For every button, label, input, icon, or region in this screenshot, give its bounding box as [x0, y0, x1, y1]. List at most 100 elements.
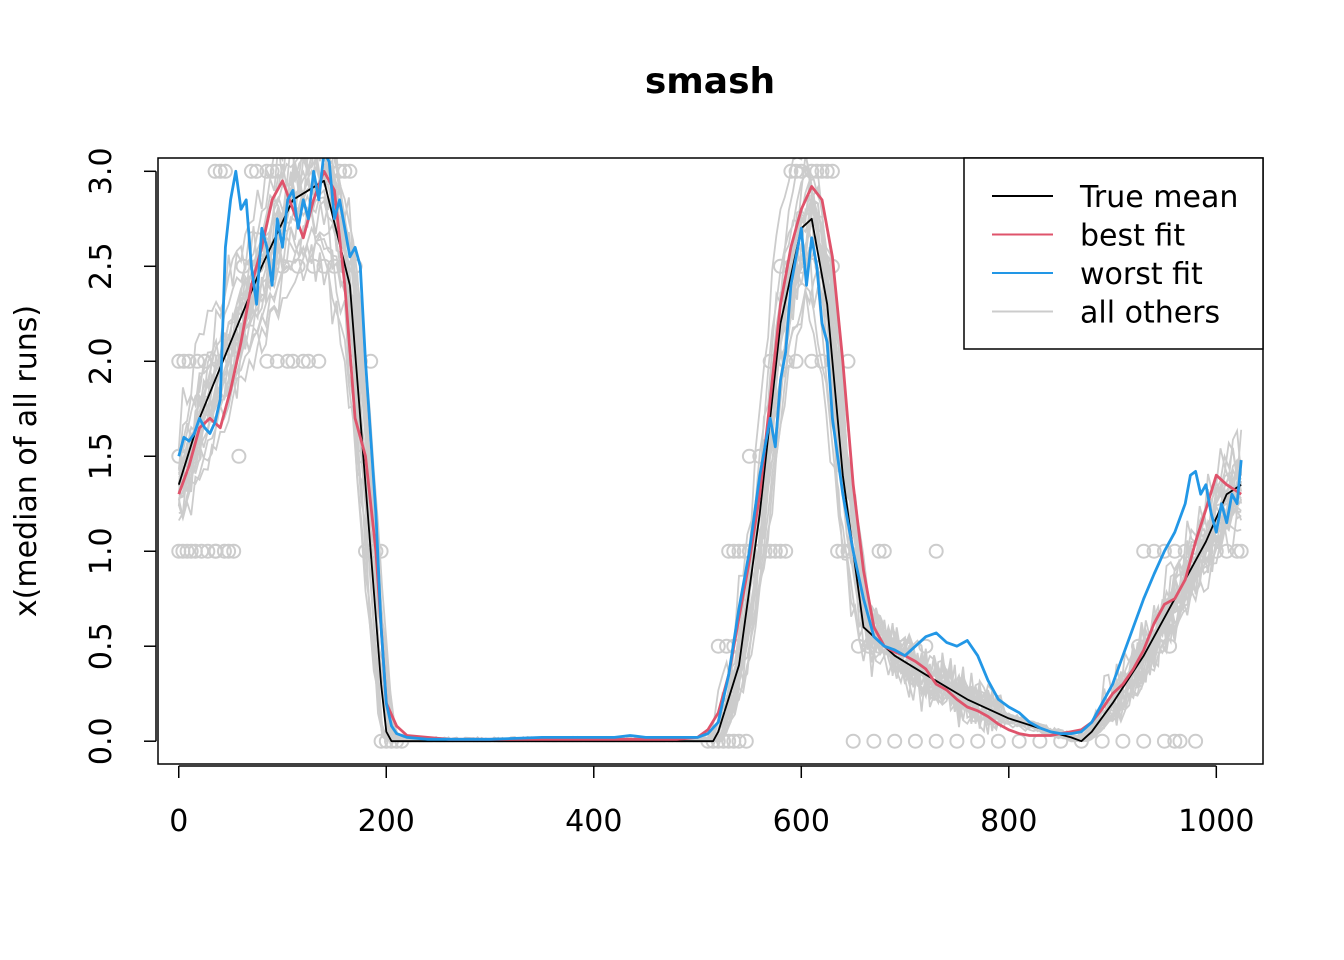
plot-frame — [157, 157, 1264, 765]
outlier-point — [316, 258, 332, 274]
outlier-point — [871, 543, 887, 559]
outlier-point — [710, 638, 726, 654]
outlier-point — [1172, 733, 1188, 749]
outlier-point — [1073, 733, 1089, 749]
y-tick-label: 2.0 — [84, 337, 119, 385]
outlier-point — [1156, 543, 1172, 559]
outlier-point — [249, 163, 265, 179]
x-tick-label: 600 — [773, 804, 830, 839]
other-run-line — [177, 158, 1243, 743]
outlier-point — [928, 733, 944, 749]
outlier-point — [741, 448, 757, 464]
y-tick-label: 1.5 — [84, 432, 119, 480]
outlier-point — [189, 353, 205, 369]
outlier-point — [793, 163, 809, 179]
series-layer — [177, 158, 1243, 743]
outlier-point — [226, 543, 242, 559]
outlier-point — [835, 543, 851, 559]
outlier-point — [285, 353, 301, 369]
chart-title: smash — [645, 61, 775, 102]
x-tick-label: 400 — [565, 804, 622, 839]
outlier-point — [280, 353, 296, 369]
outlier-point — [275, 258, 290, 274]
outlier-point — [179, 543, 195, 559]
outlier-point — [1162, 638, 1178, 654]
outlier-point — [1151, 638, 1167, 654]
legend-box — [963, 157, 1264, 350]
outlier-point — [757, 543, 773, 559]
outlier-point — [1219, 543, 1235, 559]
outlier-point — [326, 258, 342, 274]
outlier-point — [788, 163, 804, 179]
outlier-point — [1146, 543, 1162, 559]
outlier-point — [264, 163, 280, 179]
y-tick-label: 2.5 — [84, 242, 119, 290]
outlier-point — [861, 638, 877, 654]
outlier-point — [259, 163, 275, 179]
outlier-point — [269, 353, 285, 369]
outlier-point — [1011, 733, 1027, 749]
outlier-point — [726, 543, 742, 559]
outlier-point — [183, 543, 199, 559]
outlier-point — [342, 163, 358, 179]
outlier-point — [207, 543, 223, 559]
outlier-point — [216, 543, 232, 559]
legend-label: best fit — [1080, 219, 1185, 254]
x-axis: 0 200 400 600 800 1000 — [169, 765, 1254, 839]
outlier-point — [243, 163, 259, 179]
outlier-point — [731, 733, 747, 749]
x-tick-label: 200 — [358, 804, 415, 839]
outlier-point — [804, 353, 820, 369]
outlier-point — [1094, 733, 1110, 749]
outlier-point — [819, 163, 835, 179]
legend-label: True mean — [1079, 180, 1238, 215]
outlier-point — [783, 163, 799, 179]
outlier-point — [721, 543, 737, 559]
outlier-point — [1198, 543, 1214, 559]
y-axis: 0.0 0.5 1.0 1.5 2.0 2.5 3.0 — [84, 147, 157, 765]
outlier-point — [212, 163, 228, 179]
y-tick-label: 0.0 — [84, 717, 119, 765]
outlier-point — [200, 543, 216, 559]
outlier-point — [269, 163, 285, 179]
outlier-point — [788, 353, 804, 369]
outlier-point — [1136, 543, 1152, 559]
outlier-point — [1156, 733, 1172, 749]
outlier-point — [171, 448, 187, 464]
x-tick-label: 800 — [980, 804, 1037, 839]
outlier-point — [1167, 543, 1183, 559]
outlier-point — [1208, 543, 1224, 559]
outlier-point — [738, 733, 754, 749]
legend-label: worst fit — [1080, 257, 1203, 292]
y-tick-label: 3.0 — [84, 147, 119, 195]
outlier-point — [928, 543, 944, 559]
outlier-point — [337, 163, 353, 179]
outlier-point — [814, 163, 830, 179]
y-axis-title: x(median of all runs) — [9, 305, 44, 617]
outlier-point — [918, 638, 934, 654]
outlier-point — [207, 163, 223, 179]
outlier-point — [1233, 543, 1249, 559]
series-worst-fit-line — [177, 158, 1243, 741]
outlier-point — [358, 543, 373, 559]
legend-label: all others — [1080, 296, 1220, 331]
outlier-point — [1229, 543, 1245, 559]
outlier-point — [887, 733, 903, 749]
outlier-point — [179, 448, 195, 464]
x-tick-label: 0 — [169, 804, 188, 839]
outlier-point — [306, 258, 322, 274]
outlier-point — [332, 163, 348, 179]
outlier-point — [1136, 733, 1152, 749]
y-tick-label: 0.5 — [84, 622, 119, 670]
outlier-point — [259, 353, 275, 369]
outlier-point — [721, 733, 737, 749]
outlier-point — [809, 163, 825, 179]
outlier-point — [824, 163, 840, 179]
y-tick-label: 1.0 — [84, 527, 119, 575]
outlier-point — [290, 258, 306, 274]
outlier-point — [897, 638, 913, 654]
outlier-point — [373, 733, 389, 749]
outlier-point — [876, 543, 892, 559]
